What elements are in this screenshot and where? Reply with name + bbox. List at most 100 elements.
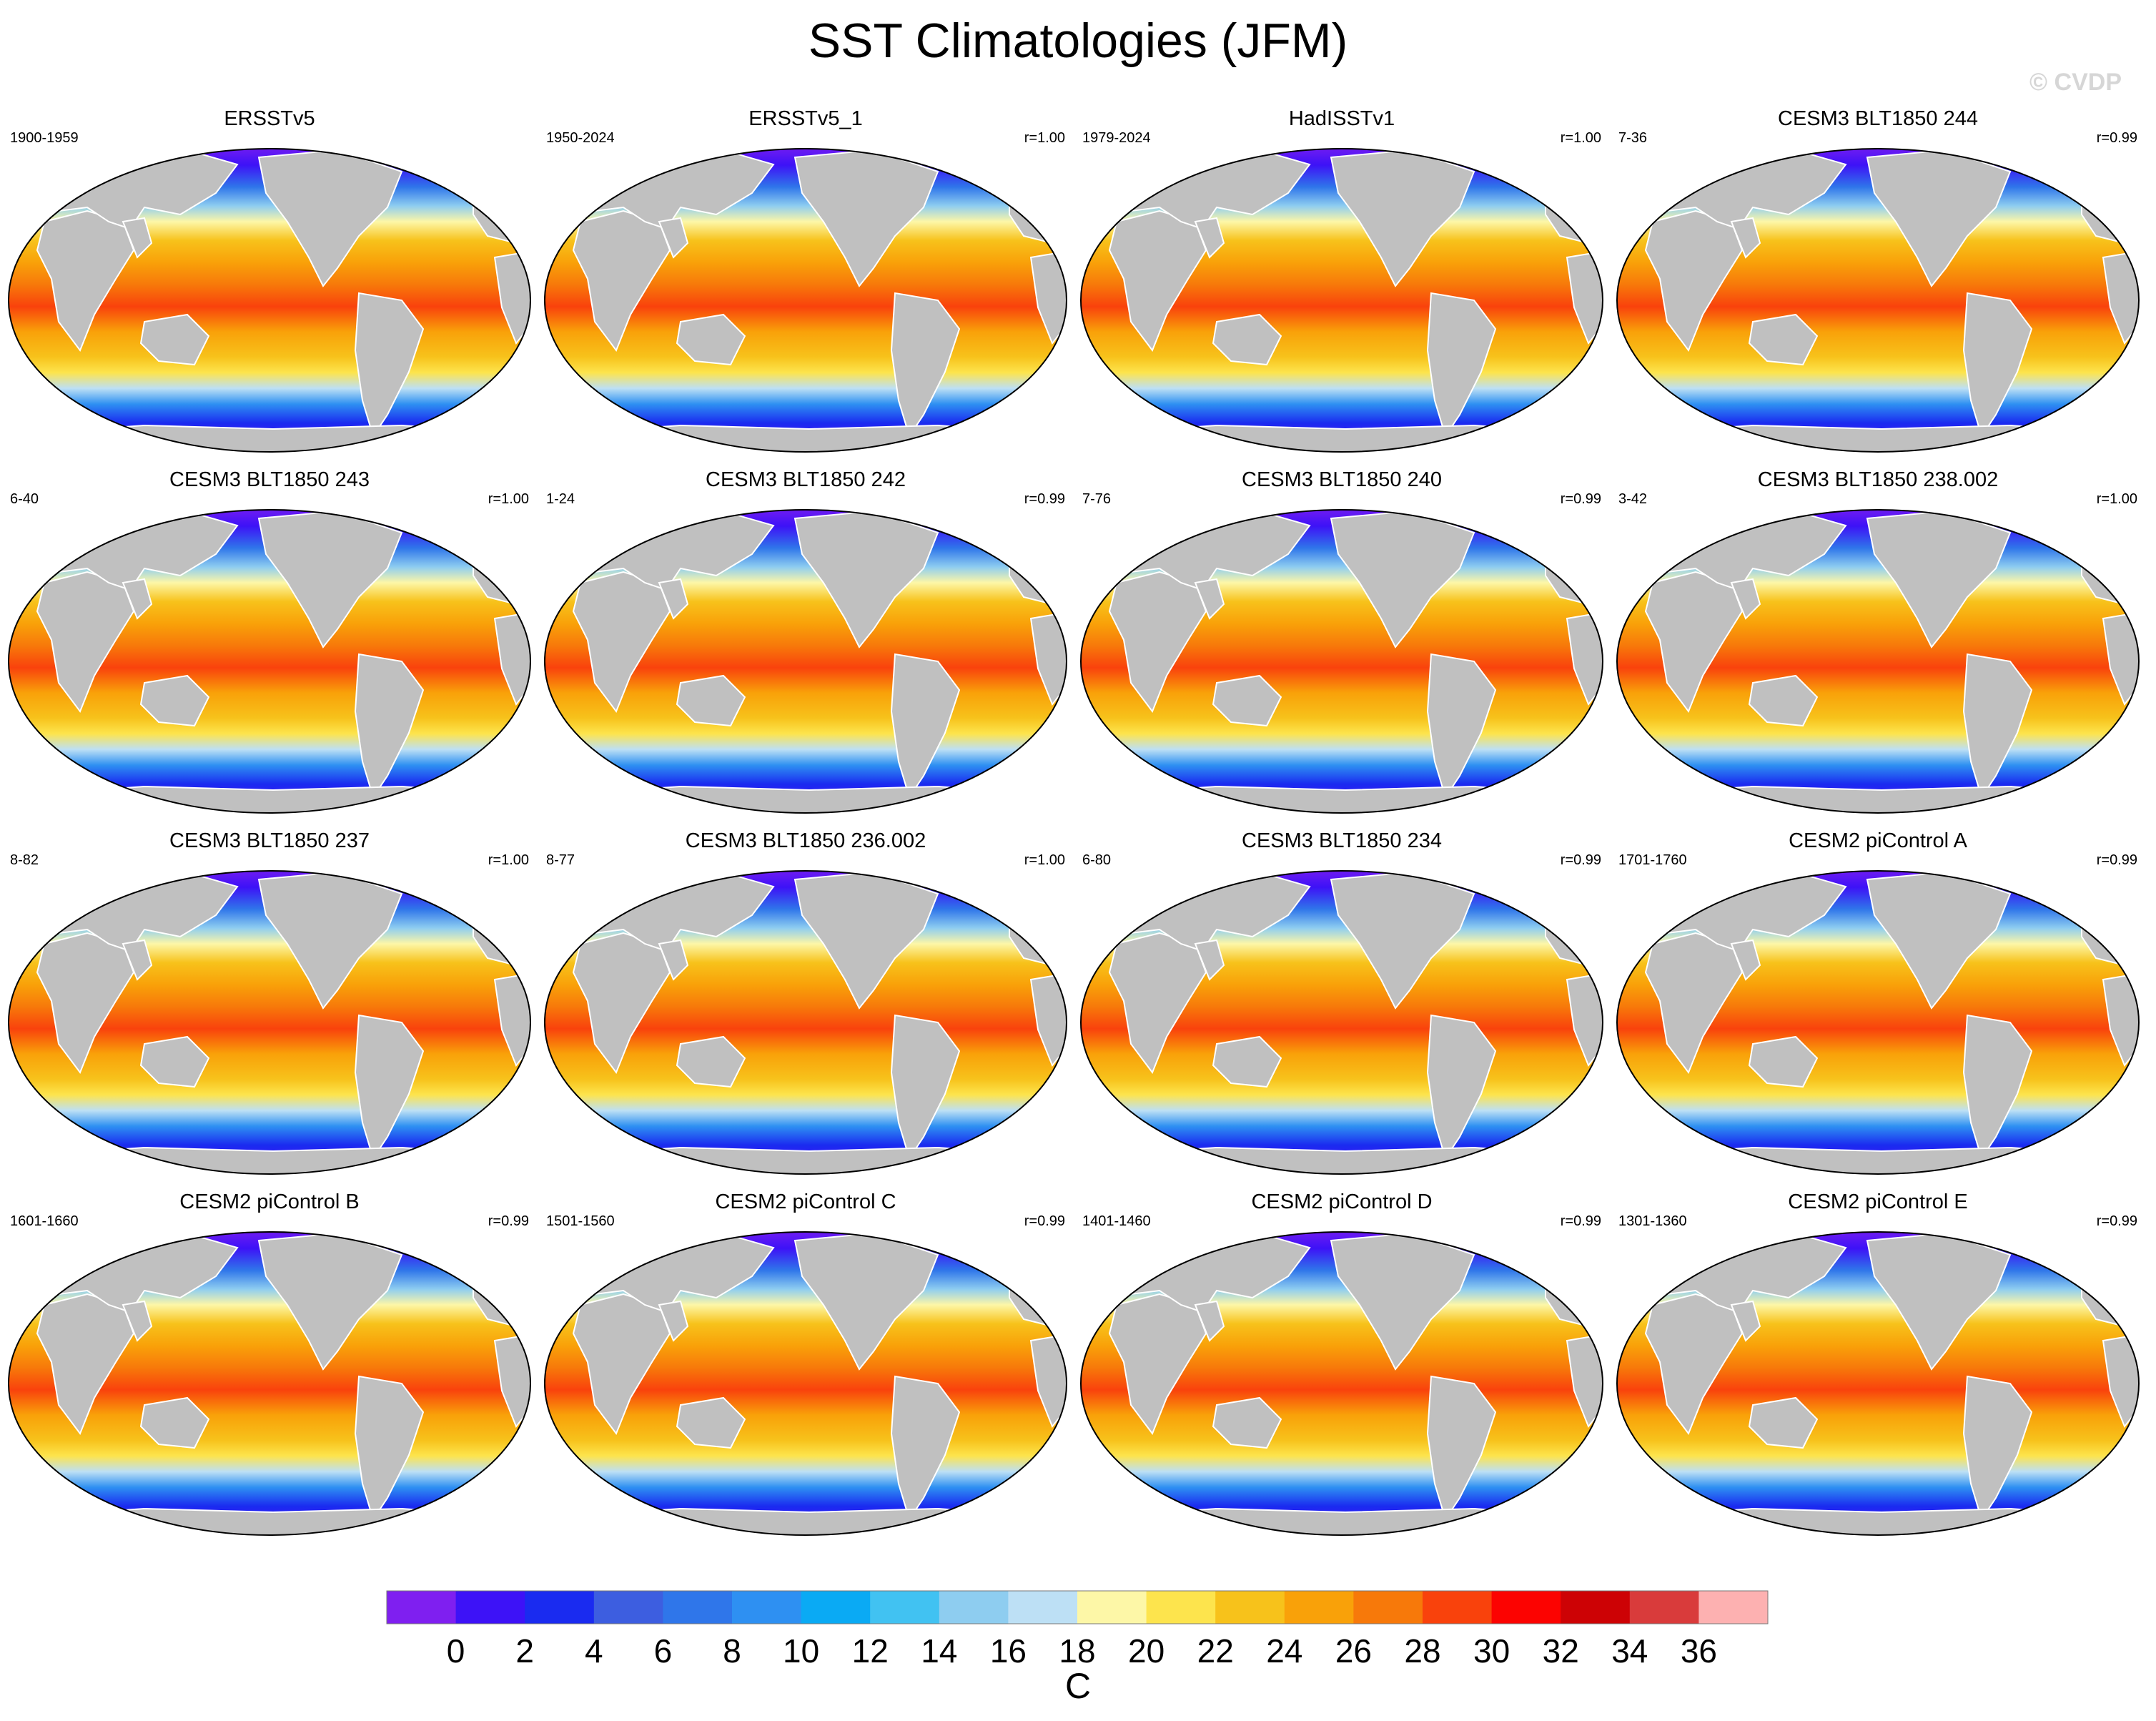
- colorbar-swatch: [1423, 1591, 1493, 1624]
- colorbar-tick-label: 18: [1059, 1632, 1095, 1670]
- land-mass: [122, 217, 153, 259]
- map-panel: CESM3 BLT1850 243 6-40 r=1.00: [1, 468, 538, 826]
- land-mass: [1730, 578, 1761, 620]
- colorbar-tick-label: 4: [585, 1632, 603, 1670]
- panel-correlation: r=0.99: [488, 1213, 529, 1229]
- panel-title: CESM2 piControl A: [1789, 829, 1967, 852]
- colorbar-tick-label: 8: [723, 1632, 741, 1670]
- colorbar-tick-label: 24: [1266, 1632, 1302, 1670]
- land-mass: [1748, 674, 1819, 727]
- map-panel: CESM3 BLT1850 242 1-24 r=0.99: [538, 468, 1074, 826]
- land-mass: [354, 653, 425, 799]
- land-mass: [1029, 610, 1067, 706]
- panel-period: 1601-1660: [10, 1213, 79, 1229]
- map-panel: CESM3 BLT1850 234 6-80 r=0.99: [1074, 829, 1610, 1187]
- panel-correlation: r=1.00: [2096, 491, 2137, 507]
- sst-map: [544, 870, 1067, 1175]
- sst-map: [1616, 870, 2140, 1175]
- colorbar-swatch: [663, 1591, 733, 1624]
- land-mass: [1566, 1332, 1603, 1428]
- colorbar-tick-label: 16: [990, 1632, 1027, 1670]
- land-mass: [1652, 424, 2111, 452]
- map-panel: CESM2 piControl A 1701-1760 r=0.99: [1610, 829, 2146, 1187]
- map-outline: [1616, 870, 2140, 1175]
- land-mass: [1330, 510, 1475, 649]
- sst-map: [544, 1231, 1067, 1536]
- land-mass: [1116, 1507, 1575, 1535]
- land-mass: [139, 313, 210, 366]
- land-mass: [257, 510, 403, 649]
- land-mass: [1566, 610, 1603, 706]
- sst-map: [1616, 148, 2140, 453]
- land-mass: [257, 1232, 403, 1371]
- sst-map: [8, 148, 531, 453]
- land-mass: [122, 578, 153, 620]
- sst-map: [544, 148, 1067, 453]
- land-mass: [1866, 149, 2012, 287]
- land-mass: [1116, 1146, 1575, 1174]
- panel-period: 1900-1959: [10, 130, 79, 146]
- colorbar-swatch: [732, 1591, 802, 1624]
- map-panel: ERSSTv5_1 1950-2024 r=1.00: [538, 107, 1074, 465]
- land-mass: [44, 1507, 503, 1535]
- panel-title: CESM2 piControl E: [1788, 1190, 1968, 1213]
- panel-period: 1950-2024: [546, 130, 615, 146]
- map-panel: ERSSTv5 1900-1959: [1, 107, 538, 465]
- colorbar-swatch: [1561, 1591, 1631, 1624]
- land-mass: [2102, 971, 2139, 1067]
- colorbar-swatch: [593, 1591, 663, 1624]
- land-mass: [1652, 1507, 2111, 1535]
- colorbar-swatch: [455, 1591, 525, 1624]
- colorbar-swatch: [1077, 1591, 1147, 1624]
- panel-title: CESM2 piControl B: [179, 1190, 360, 1213]
- land-mass: [890, 1375, 961, 1522]
- colorbar-swatch: [525, 1591, 595, 1624]
- land-mass: [1116, 785, 1575, 813]
- land-mass: [139, 1396, 210, 1449]
- land-mass: [1748, 1396, 1819, 1449]
- map-panel: CESM3 BLT1850 237 8-82 r=1.00: [1, 829, 538, 1187]
- colorbar-swatch: [1215, 1591, 1285, 1624]
- sst-map: [1080, 1231, 1603, 1536]
- map-outline: [8, 148, 531, 453]
- colorbar-tick-label: 36: [1681, 1632, 1717, 1670]
- colorbar-tick-label: 22: [1197, 1632, 1234, 1670]
- land-mass: [1566, 249, 1603, 345]
- land-mass: [1194, 1300, 1225, 1342]
- panel-period: 6-80: [1082, 852, 1112, 868]
- land-mass: [2102, 249, 2139, 345]
- land-mass: [1866, 871, 2012, 1010]
- colorbar-swatch: [1008, 1591, 1078, 1624]
- land-mass: [1962, 653, 2033, 799]
- land-mass: [1212, 674, 1282, 727]
- land-mass: [44, 785, 503, 813]
- land-mass: [2102, 610, 2139, 706]
- panel-correlation: r=1.00: [488, 491, 529, 507]
- land-mass: [1730, 217, 1761, 259]
- colorbar-swatch: [939, 1591, 1009, 1624]
- panel-correlation: r=0.99: [1560, 491, 1601, 507]
- map-outline: [1616, 1231, 2140, 1536]
- page-title: SST Climatologies (JFM): [808, 14, 1348, 68]
- land-mass: [676, 1035, 746, 1088]
- land-mass: [139, 1035, 210, 1088]
- colorbar-tick-label: 0: [447, 1632, 465, 1670]
- map-panel: CESM2 piControl D 1401-1460 r=0.99: [1074, 1190, 1610, 1548]
- map-panel: CESM3 BLT1850 244 7-36 r=0.99: [1610, 107, 2146, 465]
- panel-period: 7-36: [1618, 130, 1648, 146]
- land-mass: [1330, 149, 1475, 287]
- panel-correlation: r=0.99: [1560, 1213, 1601, 1229]
- land-mass: [1330, 1232, 1475, 1371]
- panel-period: 6-40: [10, 491, 39, 507]
- map-outline: [8, 1231, 531, 1536]
- colorbar-border: [386, 1590, 1769, 1624]
- map-outline: [8, 870, 531, 1175]
- map-panel: HadISSTv1 1979-2024 r=1.00: [1074, 107, 1610, 465]
- land-mass: [1116, 424, 1575, 452]
- colorbar-tick-label: 20: [1128, 1632, 1164, 1670]
- panel-title: CESM3 BLT1850 234: [1242, 829, 1442, 852]
- map-panel: CESM3 BLT1850 236.002 8-77 r=1.00: [538, 829, 1074, 1187]
- colorbar-tick-label: 10: [783, 1632, 819, 1670]
- colorbar-tick-label: 30: [1473, 1632, 1510, 1670]
- panel-period: 1301-1360: [1618, 1213, 1687, 1229]
